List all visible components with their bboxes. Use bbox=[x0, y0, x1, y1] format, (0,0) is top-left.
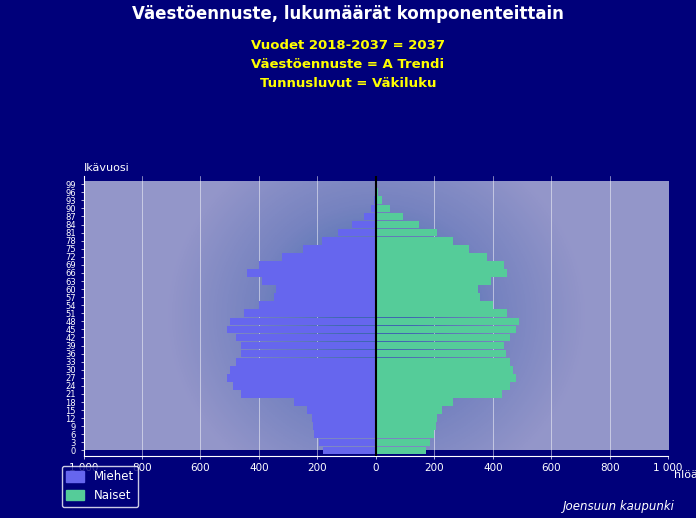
Bar bbox=[376, 205, 390, 212]
Bar bbox=[376, 196, 382, 204]
Bar bbox=[235, 358, 376, 366]
Bar bbox=[323, 447, 376, 454]
Bar bbox=[376, 334, 510, 341]
Bar bbox=[319, 439, 376, 446]
Bar bbox=[376, 374, 516, 382]
Bar bbox=[376, 382, 510, 390]
Text: Joensuun kaupunki: Joensuun kaupunki bbox=[563, 500, 675, 513]
Bar bbox=[376, 253, 487, 261]
Bar bbox=[374, 196, 376, 204]
Bar bbox=[376, 293, 480, 301]
Bar bbox=[376, 398, 453, 406]
Bar bbox=[274, 293, 376, 301]
Bar bbox=[338, 229, 376, 236]
Bar bbox=[227, 374, 376, 382]
Bar bbox=[294, 398, 376, 406]
Bar bbox=[312, 414, 376, 422]
Bar bbox=[376, 229, 437, 236]
Text: Ikävuosi: Ikävuosi bbox=[84, 164, 129, 174]
Bar bbox=[259, 301, 376, 309]
Bar bbox=[376, 390, 502, 398]
Bar bbox=[276, 285, 376, 293]
Bar bbox=[230, 366, 376, 373]
Bar bbox=[363, 212, 376, 220]
Bar bbox=[376, 261, 505, 269]
Bar bbox=[376, 189, 378, 196]
Bar bbox=[376, 237, 453, 244]
Bar bbox=[376, 269, 507, 277]
Bar bbox=[283, 253, 376, 261]
Bar bbox=[262, 277, 376, 285]
Bar bbox=[227, 326, 376, 333]
Bar bbox=[376, 430, 434, 438]
Bar bbox=[307, 406, 376, 414]
Bar bbox=[376, 326, 516, 333]
Bar bbox=[376, 221, 419, 228]
Bar bbox=[232, 382, 376, 390]
Bar bbox=[370, 205, 376, 212]
Bar bbox=[376, 277, 491, 285]
Bar bbox=[242, 342, 376, 350]
Bar bbox=[376, 439, 430, 446]
X-axis label: hlöä: hlöä bbox=[674, 470, 696, 480]
Bar bbox=[376, 301, 493, 309]
Legend: Miehet, Naiset: Miehet, Naiset bbox=[61, 466, 139, 507]
Bar bbox=[376, 414, 437, 422]
Bar bbox=[313, 422, 376, 430]
Bar bbox=[376, 422, 436, 430]
Bar bbox=[376, 350, 506, 357]
Bar bbox=[244, 309, 376, 317]
Bar bbox=[376, 358, 510, 366]
Bar bbox=[376, 212, 403, 220]
Bar bbox=[315, 430, 376, 438]
Bar bbox=[235, 334, 376, 341]
Bar bbox=[376, 245, 469, 253]
Bar bbox=[242, 350, 376, 357]
Bar bbox=[322, 237, 376, 244]
Text: Tunnusluvut = Väkiluku: Tunnusluvut = Väkiluku bbox=[260, 77, 436, 90]
Bar bbox=[247, 269, 376, 277]
Bar bbox=[303, 245, 376, 253]
Bar bbox=[376, 447, 425, 454]
Bar bbox=[376, 366, 513, 373]
Bar bbox=[352, 221, 376, 228]
Text: Väestöennuste, lukumäärät komponenteittain: Väestöennuste, lukumäärät komponenteitta… bbox=[132, 5, 564, 23]
Text: Vuodet 2018-2037 = 2037: Vuodet 2018-2037 = 2037 bbox=[251, 39, 445, 52]
Bar bbox=[242, 390, 376, 398]
Bar bbox=[376, 318, 519, 325]
Bar bbox=[376, 406, 441, 414]
Bar bbox=[230, 318, 376, 325]
Bar bbox=[376, 309, 507, 317]
Bar bbox=[259, 261, 376, 269]
Text: Väestöennuste = A Trendi: Väestöennuste = A Trendi bbox=[251, 58, 445, 71]
Bar bbox=[376, 285, 478, 293]
Bar bbox=[376, 342, 505, 350]
